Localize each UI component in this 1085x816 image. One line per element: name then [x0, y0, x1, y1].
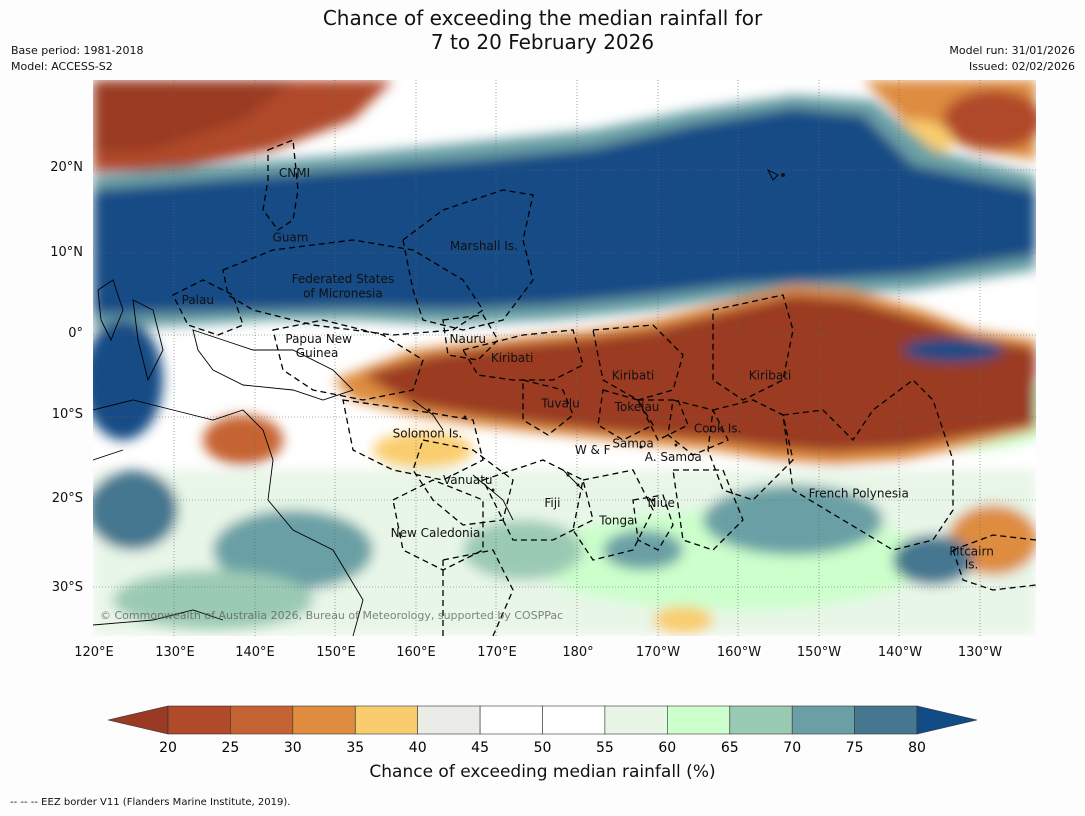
place-label: Samoa: [612, 437, 653, 451]
lon-label-160w: 160°W: [716, 645, 762, 660]
colorbar-segment: [167, 705, 231, 735]
place-label: Niue: [648, 496, 675, 510]
lon-label-140e: 140°E: [235, 645, 275, 660]
colorbar: 20 25 30 35 40 45 50 55 60 65 70 75 80: [107, 705, 978, 756]
lat-label-20n: 20°N: [50, 160, 83, 175]
chart-title: Chance of exceeding the median rainfall …: [0, 6, 1085, 54]
base-period: Base period: 1981-2018: [11, 44, 144, 57]
colorbar-extend-low: [107, 705, 169, 735]
place-label: of Micronesia: [303, 286, 383, 300]
place-label: W & F: [575, 443, 611, 457]
colorbar-tick-label: 20: [159, 740, 177, 756]
place-label: Tokelau: [614, 400, 660, 414]
colorbar-tick-label: 75: [846, 740, 864, 756]
place-label: Federated States: [292, 272, 394, 286]
colorbar-tick-label: 65: [721, 740, 739, 756]
colorbar-title: Chance of exceeding median rainfall (%): [369, 762, 716, 782]
place-label: French Polynesia: [809, 486, 909, 500]
place-label: Nauru: [450, 332, 486, 346]
coastlines: [93, 168, 779, 636]
colorbar-segment: [791, 705, 855, 735]
place-label: Tonga: [598, 514, 634, 528]
place-label: Kiribati: [491, 351, 533, 365]
colorbar-segment: [355, 705, 419, 735]
colorbar-segment: [729, 705, 793, 735]
issued-date: Issued: 02/02/2026: [968, 60, 1075, 73]
place-label: Palau: [182, 293, 214, 307]
lat-label-10n: 10°N: [50, 245, 83, 260]
place-label: Kiribati: [749, 368, 791, 382]
colorbar-tick-label: 70: [783, 740, 801, 756]
colorbar-tick-label: 35: [346, 740, 364, 756]
model-run: Model run: 31/01/2026: [949, 44, 1075, 57]
colorbar-tick-label: 45: [471, 740, 489, 756]
lon-label-120e: 120°E: [74, 645, 114, 660]
colorbar-segment: [604, 705, 668, 735]
colorbar-tick-label: 25: [221, 740, 239, 756]
eez-legend-note: -- -- -- EEZ border V11 (Flanders Marine…: [10, 797, 291, 808]
lon-label-170e: 170°E: [477, 645, 517, 660]
colorbar-tick-label: 30: [284, 740, 302, 756]
place-label: Pitcairn: [949, 544, 994, 558]
place-label: Kiribati: [612, 368, 654, 382]
colorbar-segment: [479, 705, 543, 735]
colorbar-segment: [230, 705, 294, 735]
island-markers: [427, 173, 785, 502]
place-label: Solomon Is.: [393, 427, 463, 441]
lat-label-0: 0°: [68, 326, 83, 341]
lon-label-130e: 130°E: [155, 645, 195, 660]
colorbar-extend-high: [916, 705, 978, 735]
place-label: A. Samoa: [645, 450, 702, 464]
place-label: Fiji: [544, 496, 560, 510]
graticule: [93, 80, 1036, 636]
colorbar-tick-label: 60: [658, 740, 676, 756]
colorbar-tick-label: 80: [908, 740, 926, 756]
lon-label-150w: 150°W: [796, 645, 842, 660]
place-label: Marshall Is.: [450, 239, 518, 253]
lat-label-20s: 20°S: [51, 491, 83, 506]
place-label: Cook Is.: [694, 422, 741, 436]
place-label: Is.: [965, 558, 979, 572]
title-line-1: Chance of exceeding the median rainfall …: [322, 6, 763, 30]
colorbar-segment: [666, 705, 730, 735]
meta-left: Base period: 1981-2018 Model: ACCESS-S2: [11, 43, 143, 75]
colorbar-segment: [854, 705, 918, 735]
lon-label-130w: 130°W: [957, 645, 1003, 660]
place-label: Papua New: [285, 332, 352, 346]
title-line-2: 7 to 20 February 2026: [430, 30, 655, 54]
colorbar-tick-label: 55: [596, 740, 614, 756]
lat-label-30s: 30°S: [51, 580, 83, 595]
lon-label-170w: 170°W: [635, 645, 681, 660]
lon-label-160e: 160°E: [396, 645, 436, 660]
colorbar-segment: [542, 705, 606, 735]
place-label: Guinea: [296, 346, 339, 360]
eez-borders: [172, 139, 1036, 636]
meta-right: Model run: 31/01/2026 Issued: 02/02/2026: [949, 43, 1075, 75]
colorbar-tick-label: 50: [534, 740, 552, 756]
lat-label-10s: 10°S: [51, 407, 83, 422]
lon-label-140w: 140°W: [877, 645, 923, 660]
place-label: Tuvalu: [540, 397, 580, 411]
place-label: New Caledonia: [391, 526, 481, 540]
colorbar-segment: [292, 705, 356, 735]
place-label: Guam: [273, 231, 309, 245]
lon-label-180: 180°: [562, 645, 594, 660]
copyright-text: © Commonwealth of Australia 2026, Bureau…: [100, 609, 564, 622]
place-label: CNMI: [279, 166, 310, 180]
lon-label-150e: 150°E: [316, 645, 356, 660]
colorbar-tick-label: 40: [409, 740, 427, 756]
rainfall-field: [93, 80, 1036, 636]
colorbar-segment: [417, 705, 481, 735]
model-name: Model: ACCESS-S2: [11, 60, 113, 73]
place-label: Vanuatu: [443, 473, 493, 487]
